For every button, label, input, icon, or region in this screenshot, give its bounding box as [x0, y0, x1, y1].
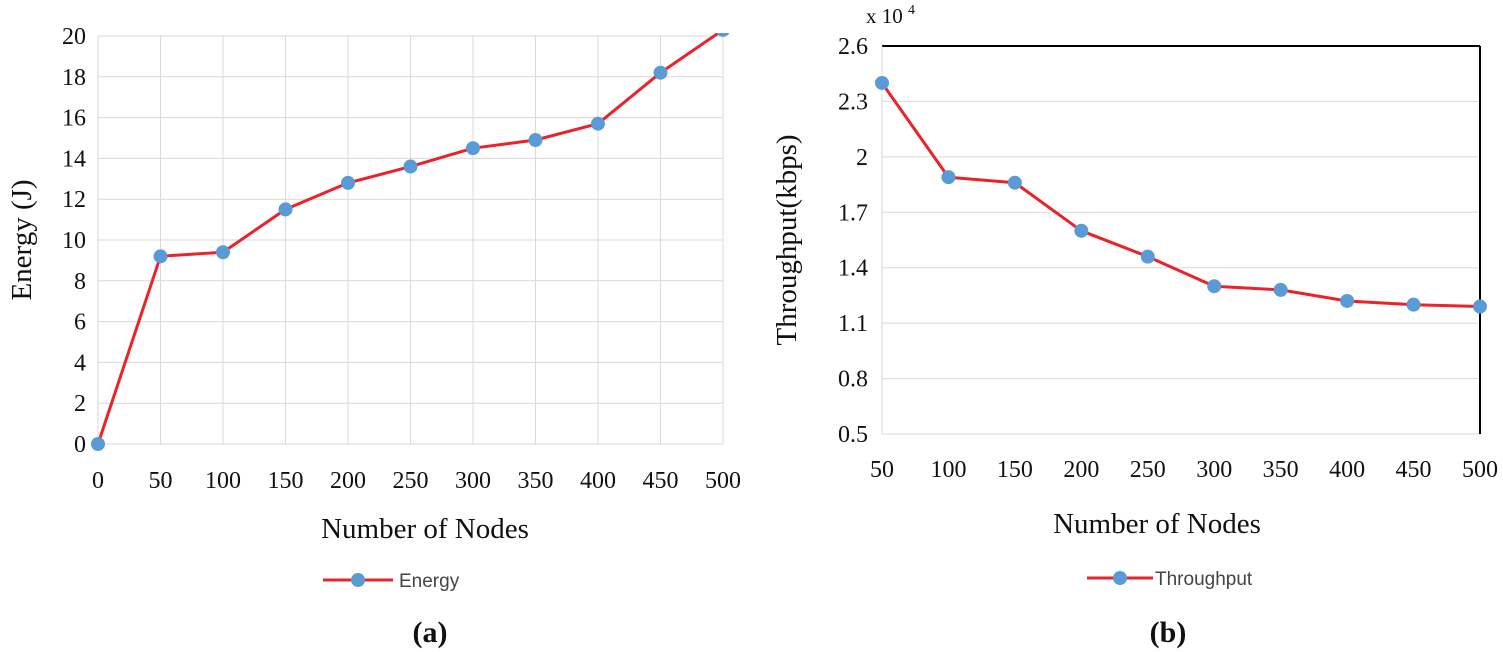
- throughput-grid: [881, 45, 1481, 435]
- y-tick-label: 2: [856, 145, 868, 171]
- y-tick-label: 6: [74, 310, 86, 336]
- y-tick-label: 20: [62, 24, 86, 50]
- throughput-legend-marker: [1113, 571, 1127, 585]
- energy-legend-label: Energy: [399, 571, 460, 592]
- energy-x-axis-label: Number of Nodes: [321, 513, 529, 545]
- x-tick-label: 300: [1196, 457, 1232, 483]
- data-point: [341, 175, 355, 190]
- data-point: [653, 65, 668, 80]
- x-tick-label: 450: [1396, 457, 1432, 483]
- x-tick-label: 100: [930, 457, 966, 483]
- data-point: [278, 202, 293, 217]
- throughput-series: [875, 75, 1487, 314]
- x-tick-label: 400: [1329, 457, 1365, 483]
- x-tick-label: 150: [268, 468, 304, 494]
- throughput-x-ticks: 50 100 150 200 250 300 350 400 450 500: [870, 457, 1498, 483]
- throughput-legend: Throughput: [1087, 569, 1253, 590]
- y-tick-label: 2.6: [838, 34, 868, 60]
- y-tick-label: 2.3: [838, 89, 868, 115]
- throughput-y-multiplier-base: x 10: [866, 4, 903, 28]
- data-point: [1473, 299, 1487, 314]
- throughput-y-axis-label: Throughput(kbps): [771, 134, 803, 345]
- data-point: [1074, 223, 1089, 238]
- energy-grid: [97, 35, 724, 445]
- y-tick-label: 16: [62, 106, 86, 132]
- y-tick-label: 10: [62, 228, 86, 254]
- series-line: [880, 82, 1481, 308]
- energy-series: [91, 33, 730, 451]
- y-tick-label: 14: [62, 146, 86, 172]
- data-point: [591, 116, 605, 131]
- throughput-y-ticks: 0.5 0.8 1.1 1.4 1.7 2 2.3 2.6: [838, 34, 868, 448]
- energy-x-ticks: 0 50 100 150 200 250 300 350 400 450 500: [92, 468, 741, 494]
- x-tick-label: 250: [393, 468, 429, 494]
- x-tick-label: 500: [1462, 457, 1498, 483]
- energy-y-axis-label: Energy (J): [6, 179, 38, 300]
- energy-panel-label: (a): [413, 616, 448, 649]
- y-tick-label: 1.7: [838, 200, 868, 226]
- y-tick-label: 18: [62, 65, 86, 91]
- x-tick-label: 300: [455, 468, 491, 494]
- throughput-y-multiplier: x 10 4: [866, 3, 915, 28]
- x-tick-label: 500: [705, 468, 741, 494]
- throughput-y-multiplier-exponent: 4: [908, 3, 915, 18]
- y-tick-label: 1.4: [838, 256, 868, 282]
- x-tick-label: 200: [330, 468, 366, 494]
- y-tick-label: 0.8: [838, 367, 868, 393]
- data-point: [91, 437, 105, 451]
- x-tick-label: 400: [580, 468, 616, 494]
- energy-legend: Energy: [323, 571, 460, 592]
- data-point: [466, 141, 480, 156]
- throughput-legend-label: Throughput: [1155, 569, 1253, 590]
- data-point: [1207, 279, 1222, 294]
- x-tick-label: 350: [518, 468, 554, 494]
- data-point: [1273, 282, 1288, 297]
- throughput-x-axis-label: Number of Nodes: [1053, 508, 1261, 540]
- data-point: [941, 170, 956, 185]
- y-tick-label: 8: [74, 269, 86, 295]
- y-tick-label: 1.1: [838, 311, 868, 337]
- data-point: [1140, 249, 1155, 264]
- y-tick-label: 12: [62, 187, 86, 213]
- x-tick-label: 0: [92, 468, 104, 494]
- y-tick-label: 2: [74, 391, 86, 417]
- data-point: [1406, 297, 1421, 312]
- energy-chart: 0 2 4 6 8 10 12 14 16 18 20 0 50 100 150 200 250 300 350 4…: [6, 24, 741, 649]
- data-point: [875, 75, 889, 90]
- data-point: [153, 249, 168, 264]
- data-point: [403, 159, 418, 174]
- x-tick-label: 200: [1063, 457, 1099, 483]
- x-tick-label: 250: [1130, 457, 1166, 483]
- y-tick-label: 0: [74, 432, 86, 458]
- throughput-chart: 0.5 0.8 1.1 1.4 1.7 2 2.3 2.6 50 100 150 200 250 300…: [771, 3, 1498, 649]
- y-tick-label: 4: [74, 350, 86, 376]
- x-tick-label: 50: [870, 457, 894, 483]
- y-tick-label: 0.5: [838, 422, 868, 448]
- data-point: [216, 245, 230, 260]
- data-point: [1340, 293, 1355, 308]
- x-tick-label: 350: [1263, 457, 1299, 483]
- data-point: [716, 33, 730, 37]
- throughput-panel-label: (b): [1150, 616, 1187, 649]
- x-tick-label: 50: [149, 468, 173, 494]
- x-tick-label: 450: [643, 468, 679, 494]
- data-point: [1007, 175, 1022, 190]
- data-point: [528, 133, 543, 148]
- energy-legend-marker: [351, 573, 365, 587]
- x-tick-label: 100: [205, 468, 241, 494]
- energy-y-ticks: 0 2 4 6 8 10 12 14 16 18 20: [62, 24, 86, 458]
- x-tick-label: 150: [997, 457, 1033, 483]
